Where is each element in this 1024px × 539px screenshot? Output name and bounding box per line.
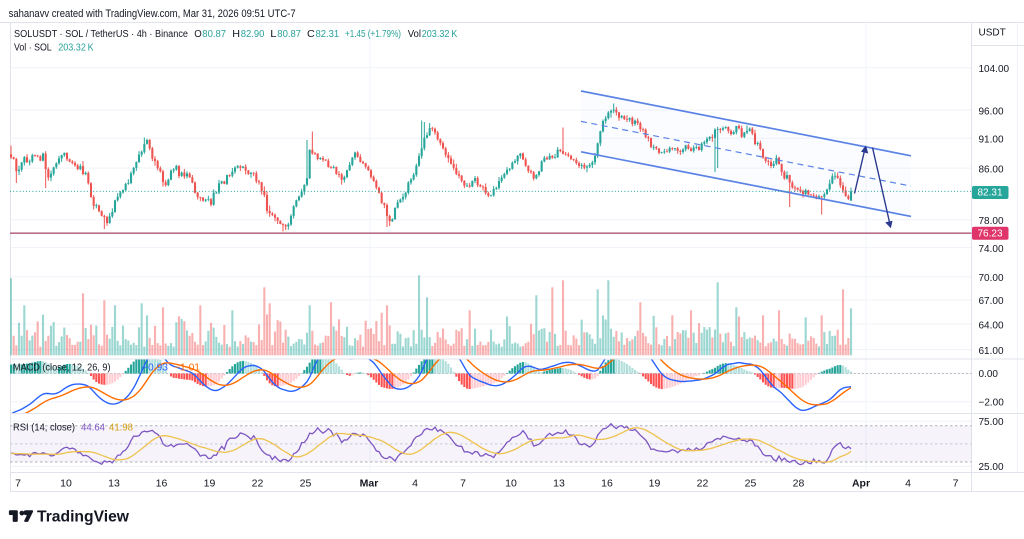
svg-text:−1.01: −1.01 xyxy=(174,362,200,373)
svg-text:−0.93: −0.93 xyxy=(142,362,168,373)
svg-text:4: 4 xyxy=(905,477,911,489)
svg-text:13: 13 xyxy=(553,477,565,489)
svg-text:44.64: 44.64 xyxy=(81,423,105,434)
svg-text:Vol · SOL: Vol · SOL xyxy=(14,43,52,54)
svg-text:76.23: 76.23 xyxy=(977,228,1002,239)
svg-text:203.32 K: 203.32 K xyxy=(58,43,94,54)
svg-text:25.00: 25.00 xyxy=(979,462,1004,473)
svg-text:91.00: 91.00 xyxy=(979,135,1004,146)
svg-text:86.00: 86.00 xyxy=(979,164,1004,175)
svg-text:16: 16 xyxy=(156,477,168,489)
svg-text:203.32 K: 203.32 K xyxy=(422,29,458,40)
svg-text:25: 25 xyxy=(300,477,312,489)
svg-text:MACD (close, 12, 26, 9): MACD (close, 12, 26, 9) xyxy=(13,362,111,373)
svg-text:RSI (14, close): RSI (14, close) xyxy=(13,423,75,434)
svg-text:sahanavv created with TradingV: sahanavv created with TradingView.com, M… xyxy=(9,8,296,20)
svg-text:USDT: USDT xyxy=(979,28,1006,39)
svg-text:70.00: 70.00 xyxy=(979,273,1004,284)
svg-text:10: 10 xyxy=(60,477,72,489)
svg-text:−2.00: −2.00 xyxy=(979,397,1005,408)
svg-text:SOLUSDT · SOL / TetherUS · 4h: SOLUSDT · SOL / TetherUS · 4h · Binance xyxy=(14,29,188,40)
svg-text:82.90: 82.90 xyxy=(241,29,265,40)
svg-text:H: H xyxy=(232,29,240,40)
svg-text:64.00: 64.00 xyxy=(979,320,1004,331)
svg-text:7: 7 xyxy=(15,477,21,489)
svg-text:16: 16 xyxy=(601,477,613,489)
svg-text:41.98: 41.98 xyxy=(109,423,133,434)
svg-text:96.00: 96.00 xyxy=(979,106,1004,117)
svg-text:7: 7 xyxy=(460,477,466,489)
svg-text:13: 13 xyxy=(108,477,120,489)
svg-text:Vol: Vol xyxy=(408,29,421,40)
svg-text:C: C xyxy=(307,29,315,40)
svg-text:82.31: 82.31 xyxy=(316,29,340,40)
svg-text:TradingView: TradingView xyxy=(37,509,130,526)
svg-text:L: L xyxy=(270,29,277,40)
svg-text:O: O xyxy=(194,29,202,40)
svg-text:61.00: 61.00 xyxy=(979,346,1004,357)
svg-text:80.87: 80.87 xyxy=(202,29,226,40)
svg-text:22: 22 xyxy=(252,477,264,489)
svg-text:7: 7 xyxy=(953,477,959,489)
svg-text:82.31: 82.31 xyxy=(977,188,1002,199)
svg-text:10: 10 xyxy=(505,477,517,489)
svg-text:25: 25 xyxy=(745,477,757,489)
svg-text:75.00: 75.00 xyxy=(979,417,1004,428)
svg-text:28: 28 xyxy=(793,477,805,489)
svg-text:4: 4 xyxy=(412,477,418,489)
svg-text:+1.45 (+1.79%): +1.45 (+1.79%) xyxy=(345,29,401,40)
svg-text:74.00: 74.00 xyxy=(979,244,1004,255)
svg-text:Apr: Apr xyxy=(852,477,870,489)
svg-text:0.00: 0.00 xyxy=(979,369,999,380)
svg-text:78.00: 78.00 xyxy=(979,216,1004,227)
svg-text:104.00: 104.00 xyxy=(979,64,1010,75)
svg-text:Mar: Mar xyxy=(360,477,379,489)
svg-text:22: 22 xyxy=(697,477,709,489)
svg-text:67.00: 67.00 xyxy=(979,296,1004,307)
svg-text:19: 19 xyxy=(204,477,216,489)
svg-text:19: 19 xyxy=(649,477,661,489)
svg-text:80.87: 80.87 xyxy=(277,29,301,40)
